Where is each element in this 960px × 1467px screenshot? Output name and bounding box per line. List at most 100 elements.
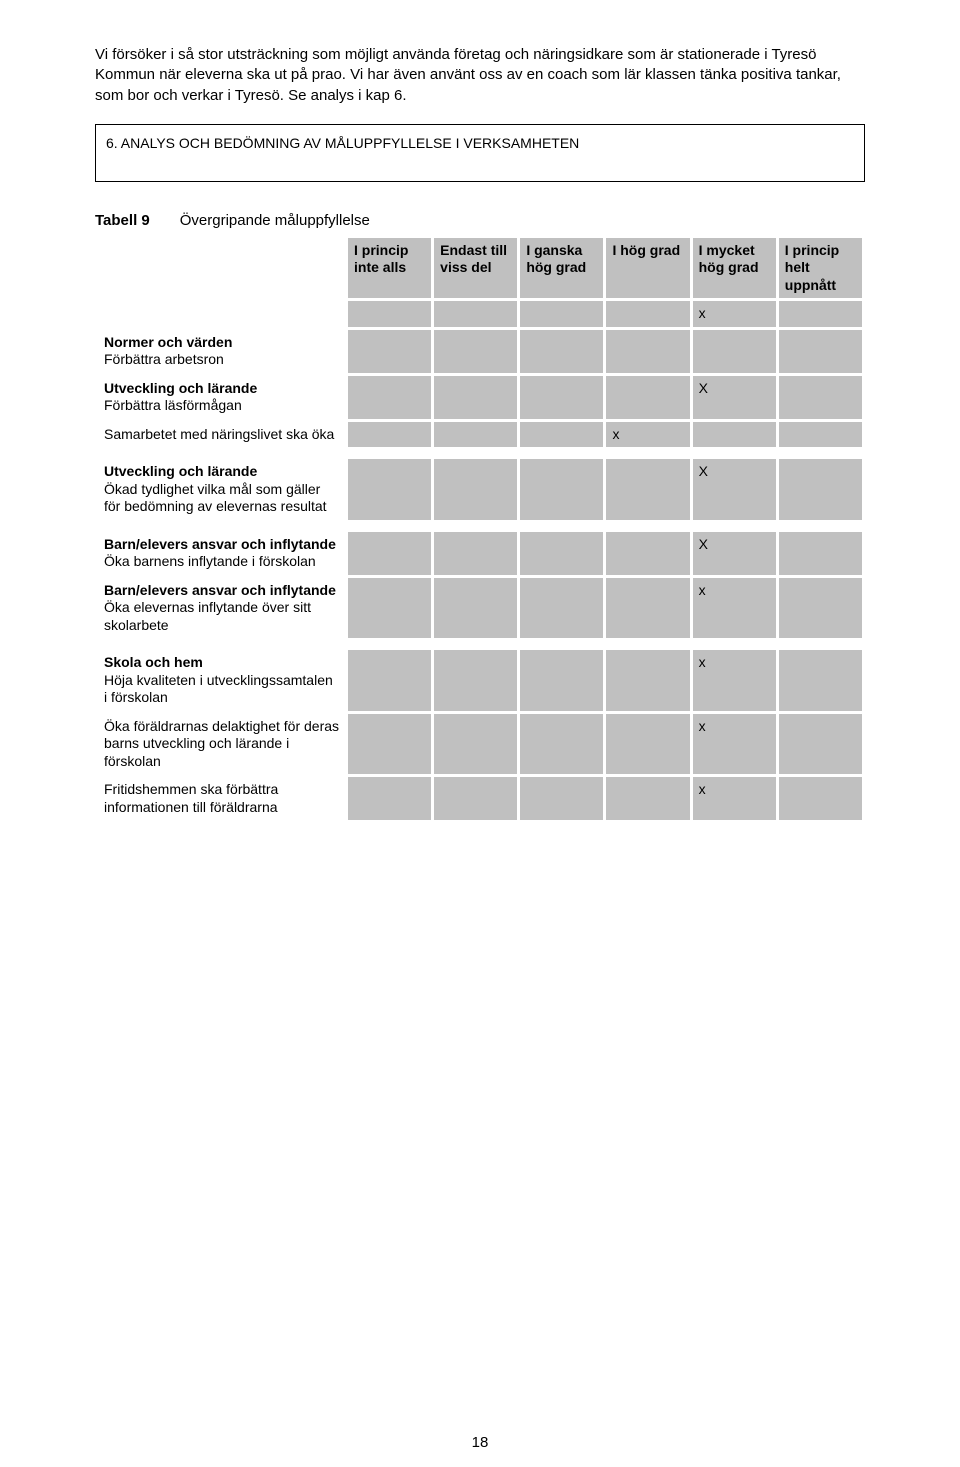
mark-cell (777, 712, 863, 776)
mark-cell (433, 328, 519, 374)
mark-cell (605, 300, 691, 329)
table-row: Öka föräldrarnas delaktighet för deras b… (97, 712, 864, 776)
header-blank (97, 236, 347, 300)
desc-cell: Barn/elevers ansvar och inflytandeÖka el… (97, 576, 347, 640)
mark-cell (347, 776, 433, 822)
mark-cell (605, 328, 691, 374)
desc-cell: Samarbetet med näringslivet ska öka (97, 420, 347, 449)
table-row: Samarbetet med näringslivet ska öka x (97, 420, 864, 449)
table-row: x (97, 300, 864, 329)
table-caption: Tabell 9 Övergripande måluppfyllelse (95, 212, 865, 229)
header-col-3: I ganska hög grad (519, 236, 605, 300)
mark-cell (519, 576, 605, 640)
separator-row (97, 640, 864, 649)
mark-cell (605, 649, 691, 713)
desc-cell: Utveckling och lärandeÖkad tydlighet vil… (97, 458, 347, 522)
mark-cell: x (691, 649, 777, 713)
table-row: Barn/elevers ansvar och inflytandeÖka ba… (97, 530, 864, 576)
mark-cell (691, 420, 777, 449)
table-row: Skola och hemHöja kvaliteten i utvecklin… (97, 649, 864, 713)
section-heading: 6. ANALYS OCH BEDÖMNING AV MÅLUPPFYLLELS… (106, 135, 854, 151)
mark-cell: X (691, 530, 777, 576)
mark-cell (777, 776, 863, 822)
table-row: Utveckling och lärandeFörbättra läsförmå… (97, 374, 864, 420)
mark-cell (605, 712, 691, 776)
intro-paragraph: Vi försöker i så stor utsträckning som m… (95, 45, 865, 106)
page-number: 18 (0, 1434, 960, 1451)
separator-row (97, 449, 864, 458)
mark-cell (777, 530, 863, 576)
mark-cell (347, 649, 433, 713)
mark-cell (347, 712, 433, 776)
mark-cell (519, 374, 605, 420)
mark-cell (433, 374, 519, 420)
mark-cell (605, 576, 691, 640)
desc-cell (97, 300, 347, 329)
mark-cell (519, 776, 605, 822)
desc-cell: Öka föräldrarnas delaktighet för deras b… (97, 712, 347, 776)
mark-cell: X (691, 374, 777, 420)
mark-cell (519, 530, 605, 576)
mark-cell (433, 420, 519, 449)
desc-cell: Skola och hemHöja kvaliteten i utvecklin… (97, 649, 347, 713)
desc-cell: Normer och värdenFörbättra arbetsron (97, 328, 347, 374)
section-box: 6. ANALYS OCH BEDÖMNING AV MÅLUPPFYLLELS… (95, 124, 865, 182)
mark-cell (433, 458, 519, 522)
assessment-table: I princip inte alls Endast till viss del… (95, 235, 865, 824)
mark-cell (777, 420, 863, 449)
table-row: Fritidshemmen ska förbättra informatione… (97, 776, 864, 822)
separator-row (97, 521, 864, 530)
table-row: Barn/elevers ansvar och inflytandeÖka el… (97, 576, 864, 640)
mark-cell (347, 420, 433, 449)
table-caption-text: Övergripande måluppfyllelse (180, 212, 370, 229)
mark-cell (347, 328, 433, 374)
mark-cell: x (605, 420, 691, 449)
mark-cell (605, 530, 691, 576)
mark-cell (519, 300, 605, 329)
header-col-4: I hög grad (605, 236, 691, 300)
mark-cell: X (691, 458, 777, 522)
table-header-row: I princip inte alls Endast till viss del… (97, 236, 864, 300)
mark-cell (519, 649, 605, 713)
header-col-1: I princip inte alls (347, 236, 433, 300)
header-col-2: Endast till viss del (433, 236, 519, 300)
desc-cell: Utveckling och lärandeFörbättra läsförmå… (97, 374, 347, 420)
mark-cell (433, 776, 519, 822)
mark-cell (777, 374, 863, 420)
mark-cell (605, 776, 691, 822)
page: Vi försöker i så stor utsträckning som m… (0, 0, 960, 1467)
mark-cell (777, 458, 863, 522)
mark-cell (605, 374, 691, 420)
mark-cell (433, 576, 519, 640)
mark-cell (433, 300, 519, 329)
mark-cell (777, 328, 863, 374)
table-row: Utveckling och lärandeÖkad tydlighet vil… (97, 458, 864, 522)
mark-cell (347, 458, 433, 522)
mark-cell: x (691, 712, 777, 776)
mark-cell (347, 530, 433, 576)
header-col-5: I mycket hög grad (691, 236, 777, 300)
mark-cell (605, 458, 691, 522)
mark-cell (519, 420, 605, 449)
table-row: Normer och värdenFörbättra arbetsron (97, 328, 864, 374)
mark-cell (777, 649, 863, 713)
mark-cell (433, 530, 519, 576)
mark-cell: x (691, 576, 777, 640)
mark-cell (347, 374, 433, 420)
mark-cell: x (691, 776, 777, 822)
header-col-6: I princip helt uppnått (777, 236, 863, 300)
desc-cell: Fritidshemmen ska förbättra informatione… (97, 776, 347, 822)
mark-cell (519, 328, 605, 374)
mark-cell (777, 300, 863, 329)
mark-cell (691, 328, 777, 374)
mark-cell (347, 576, 433, 640)
table-body: x Normer och värdenFörbättra arbetsronUt… (97, 300, 864, 822)
mark-cell (433, 712, 519, 776)
mark-cell (777, 576, 863, 640)
table-caption-label: Tabell 9 (95, 212, 150, 229)
desc-cell: Barn/elevers ansvar och inflytandeÖka ba… (97, 530, 347, 576)
mark-cell: x (691, 300, 777, 329)
mark-cell (519, 712, 605, 776)
mark-cell (433, 649, 519, 713)
mark-cell (347, 300, 433, 329)
